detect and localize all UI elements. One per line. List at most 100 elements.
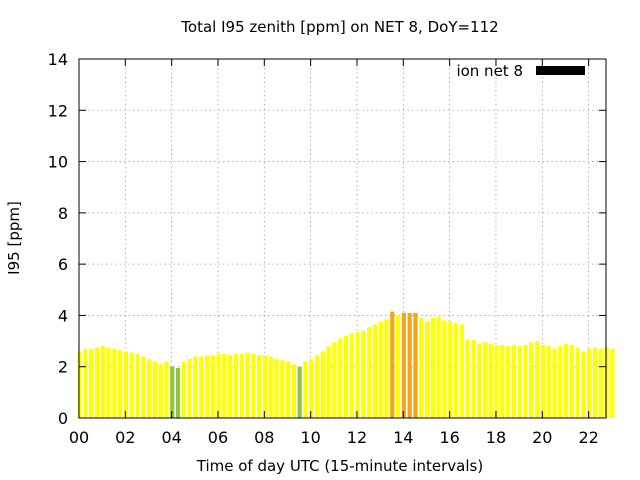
chart-title: Total I95 zenith [ppm] on NET 8, DoY=112 — [180, 18, 498, 36]
bar — [506, 346, 511, 418]
bar — [430, 317, 435, 418]
x-axis-title: Time of day UTC (15-minute intervals) — [196, 457, 483, 475]
bar — [274, 359, 279, 418]
plot-frame — [78, 58, 607, 419]
bar — [413, 312, 418, 418]
bar — [233, 353, 239, 418]
bar — [181, 361, 186, 418]
bar — [123, 351, 128, 418]
bar — [569, 344, 574, 418]
bar — [199, 356, 204, 418]
x-tick-label: 04 — [161, 428, 181, 447]
bar — [118, 350, 123, 418]
bar — [419, 317, 424, 418]
x-tick-label: 02 — [115, 428, 135, 447]
bar — [141, 356, 146, 418]
bar — [303, 361, 308, 418]
bar — [349, 333, 354, 418]
bar — [436, 316, 441, 418]
bar — [222, 353, 227, 418]
x-tick-label: 16 — [439, 428, 459, 447]
x-tick-label: 18 — [486, 428, 506, 447]
bar — [604, 347, 609, 418]
bar — [592, 347, 598, 418]
bar — [494, 344, 499, 418]
grid-lines — [79, 59, 606, 418]
bar — [488, 343, 493, 418]
bar — [314, 355, 320, 418]
bar — [575, 347, 580, 418]
bar — [529, 342, 534, 418]
bar — [338, 338, 343, 418]
bar — [332, 342, 337, 418]
bars — [77, 311, 615, 418]
bar — [251, 353, 256, 418]
bar — [100, 346, 105, 418]
bar — [112, 348, 117, 418]
y-axis-title: I95 [ppm] — [5, 201, 23, 275]
bar — [343, 335, 349, 418]
y-tick-label: 2 — [58, 358, 68, 377]
x-tick-label: 08 — [254, 428, 274, 447]
bar — [291, 364, 296, 418]
bar — [442, 320, 447, 418]
bar — [309, 359, 314, 418]
x-tick-label: 00 — [69, 428, 89, 447]
x-tick-label: 12 — [347, 428, 367, 447]
bar — [262, 355, 267, 418]
bar — [152, 361, 157, 418]
bar — [482, 342, 488, 418]
bar — [355, 332, 360, 418]
bar — [587, 348, 592, 418]
y-tick-label: 4 — [58, 306, 68, 325]
bar — [326, 346, 331, 418]
bar — [500, 344, 505, 418]
bar — [546, 346, 551, 418]
legend: ion net 8 — [456, 62, 585, 80]
bar — [610, 348, 615, 418]
bar — [361, 330, 366, 418]
x-tick-label: 06 — [208, 428, 228, 447]
legend-swatch — [536, 66, 585, 75]
bar — [598, 348, 603, 418]
legend-label: ion net 8 — [456, 62, 523, 80]
bar — [89, 348, 94, 418]
bar — [459, 324, 464, 418]
bar — [268, 356, 273, 418]
y-tick-label: 12 — [48, 101, 68, 120]
bar — [239, 353, 244, 418]
bar — [465, 339, 470, 418]
bar — [407, 312, 412, 418]
bar — [367, 326, 372, 418]
bar — [477, 343, 482, 418]
bar — [534, 341, 540, 418]
bar — [164, 361, 169, 418]
bar — [77, 351, 82, 418]
bar — [372, 324, 378, 418]
bar — [581, 351, 586, 418]
bar — [170, 366, 175, 418]
bar — [106, 347, 111, 418]
bar — [204, 355, 210, 418]
bar — [216, 353, 221, 418]
bar — [285, 361, 291, 418]
bar — [517, 346, 522, 418]
bar — [175, 367, 181, 418]
bar — [158, 364, 163, 418]
y-tick-label: 6 — [58, 255, 68, 274]
bar — [228, 355, 233, 418]
bar — [245, 352, 250, 418]
bar — [320, 351, 325, 418]
bar — [297, 366, 302, 418]
bar — [187, 359, 192, 418]
bar — [257, 355, 262, 418]
bar — [453, 323, 459, 418]
bar — [390, 311, 395, 418]
bar — [280, 360, 285, 418]
bar — [193, 356, 198, 418]
bar — [552, 348, 557, 418]
bar — [563, 343, 569, 418]
y-tick-label: 14 — [48, 50, 68, 69]
bar — [129, 352, 134, 418]
bar — [384, 319, 389, 418]
